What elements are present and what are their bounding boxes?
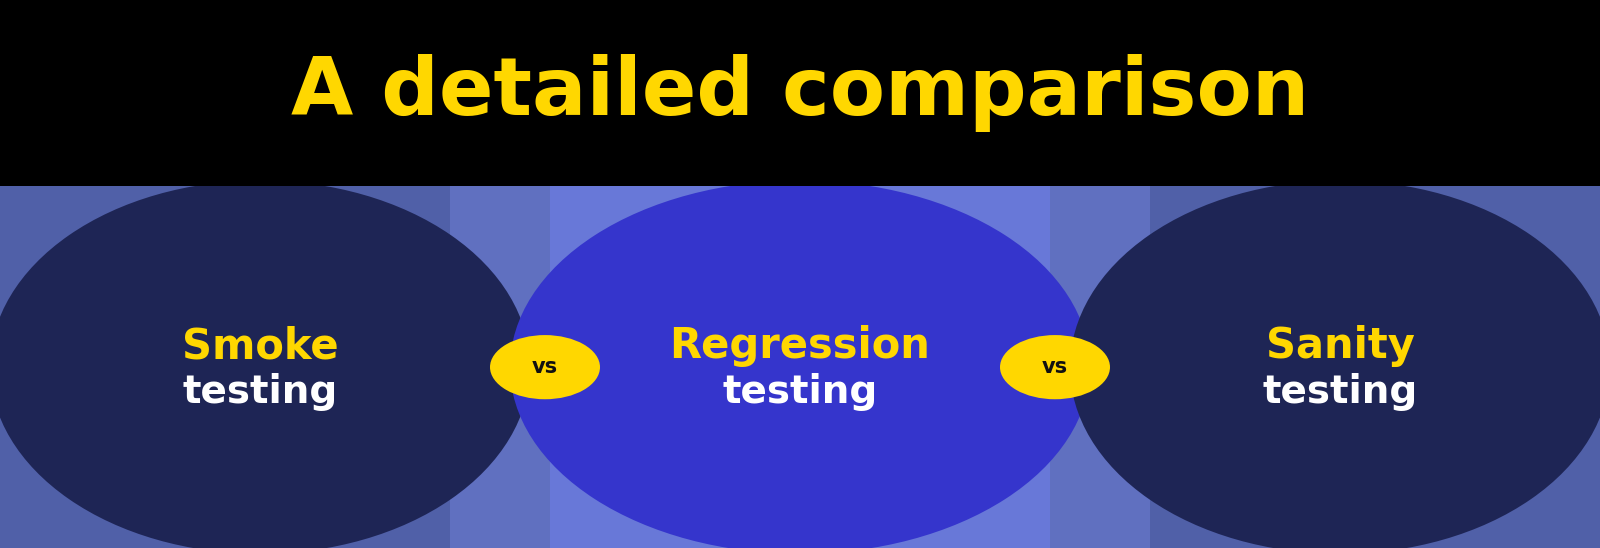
Text: testing: testing (1262, 373, 1418, 410)
Bar (550, 186, 1050, 548)
Text: vs: vs (1042, 357, 1069, 377)
Text: testing: testing (182, 373, 338, 410)
Ellipse shape (510, 180, 1090, 548)
Bar (1050, 186, 1150, 548)
Bar (0, 186, 450, 548)
Circle shape (490, 335, 600, 399)
Text: Sanity: Sanity (1266, 325, 1414, 367)
Bar (1150, 186, 1600, 548)
Text: Regression: Regression (669, 325, 931, 367)
Circle shape (1000, 335, 1110, 399)
Text: A detailed comparison: A detailed comparison (291, 54, 1309, 132)
Text: vs: vs (531, 357, 558, 377)
Bar (450, 186, 550, 548)
Ellipse shape (1070, 180, 1600, 548)
Text: Smoke: Smoke (182, 325, 338, 367)
Ellipse shape (0, 180, 530, 548)
Text: testing: testing (722, 373, 878, 410)
